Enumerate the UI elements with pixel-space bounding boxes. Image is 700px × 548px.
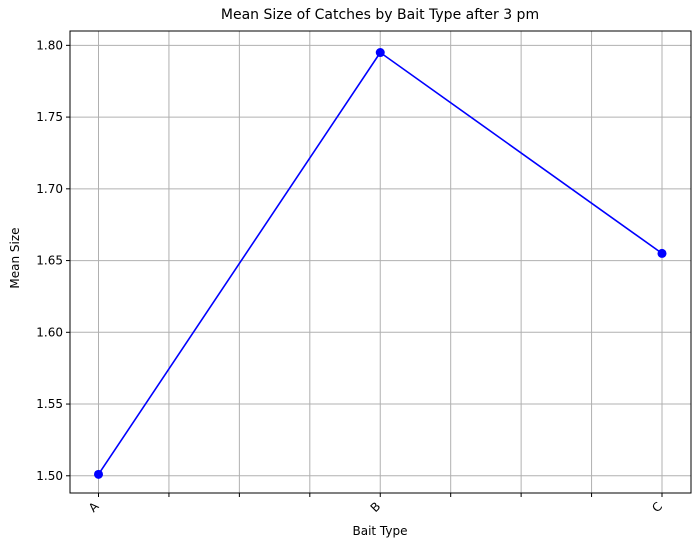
y-tick-label: 1.70 [36, 182, 63, 196]
y-tick-label: 1.80 [36, 38, 63, 52]
y-tick-label: 1.55 [36, 397, 63, 411]
y-tick-label: 1.60 [36, 325, 63, 339]
x-tick-label: A [86, 499, 102, 515]
y-axis: 1.50 1.55 1.60 1.65 1.70 1.75 1.80 [36, 38, 70, 483]
chart-title: Mean Size of Catches by Bait Type after … [221, 7, 539, 23]
y-tick-label: 1.65 [36, 254, 63, 268]
data-point-A [94, 469, 103, 479]
x-tick-label: B [368, 499, 384, 515]
y-tick-label: 1.75 [36, 110, 63, 124]
x-tick-label: C [649, 499, 665, 515]
y-tick-label: 1.50 [36, 469, 63, 483]
data-point-B [375, 48, 385, 58]
y-axis-title: Mean Size [8, 227, 22, 288]
series-layer [94, 48, 667, 479]
x-axis-title: Bait Type [352, 524, 407, 538]
x-axis: A B C [86, 493, 665, 515]
grid [70, 31, 691, 493]
data-point-C [657, 248, 667, 258]
